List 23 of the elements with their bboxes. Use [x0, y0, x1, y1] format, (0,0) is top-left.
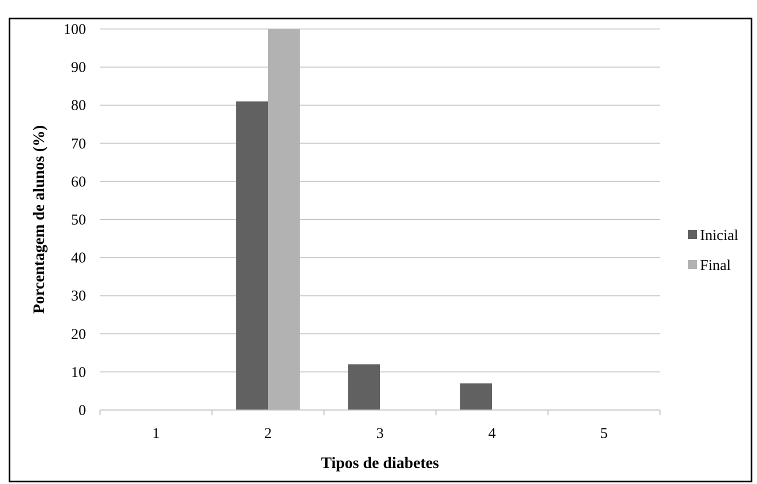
bar	[460, 383, 492, 410]
y-axis-title: Porcentagem de alunos (%)	[31, 125, 48, 314]
y-tick-label: 40	[71, 250, 86, 267]
y-tick-label: 10	[71, 364, 86, 381]
x-tick-label: 3	[376, 426, 384, 442]
y-tick-label: 80	[71, 98, 86, 114]
y-tick-label: 60	[71, 174, 86, 190]
y-tick-label: 0	[78, 403, 86, 419]
x-tick-label: 2	[264, 426, 272, 442]
y-tick-label: 50	[71, 212, 86, 228]
y-tick-label: 100	[64, 22, 86, 38]
legend-label: Final	[700, 258, 731, 274]
y-tick-label: 70	[71, 136, 86, 152]
y-tick-label: 30	[71, 288, 86, 305]
y-tick-label: 20	[71, 326, 86, 343]
x-axis-title: Tipos de diabetes	[321, 455, 439, 472]
bar	[348, 364, 380, 410]
y-tick-label: 90	[71, 60, 86, 76]
legend-label: Inicial	[700, 228, 738, 244]
x-tick-label: 5	[600, 426, 608, 442]
bar	[236, 101, 268, 410]
x-tick-label: 1	[152, 426, 160, 442]
x-tick-label: 4	[488, 426, 496, 442]
